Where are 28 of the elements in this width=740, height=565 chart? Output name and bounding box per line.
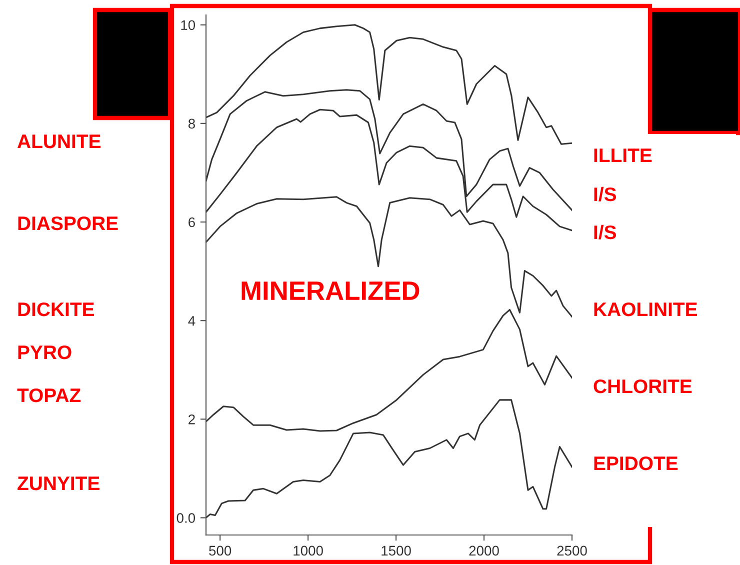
text: DICKITE bbox=[18, 302, 94, 316]
text: PYRO bbox=[18, 345, 72, 360]
text: ALUNITE bbox=[17, 134, 100, 148]
series-label: KAOLINITE bbox=[594, 302, 698, 316]
line-series bbox=[206, 399, 572, 519]
x-tick-label: 1500 bbox=[382, 546, 411, 556]
y-tick-label: 8 bbox=[188, 118, 195, 129]
text: TOPAZ bbox=[17, 388, 81, 402]
series-label: EPIDOTE bbox=[594, 456, 678, 470]
series-label: I/S bbox=[594, 186, 616, 202]
annotation: MINERALIZED bbox=[242, 282, 420, 300]
y-tick-label: 2 bbox=[188, 414, 195, 424]
line-series bbox=[206, 24, 572, 145]
x-tick-label: 2000 bbox=[469, 546, 499, 556]
x-tick-label: 2500 bbox=[557, 546, 587, 556]
y-tick-label: 6 bbox=[188, 217, 195, 228]
series-label: I/S bbox=[594, 224, 616, 240]
y-tick-label: 10 bbox=[181, 20, 196, 30]
text: DIASPORE bbox=[18, 216, 118, 230]
line-series bbox=[206, 196, 572, 318]
series-label: CHLORITE bbox=[594, 379, 692, 394]
y-tick-label: 4 bbox=[188, 316, 196, 326]
x-tick-label: 1000 bbox=[294, 546, 323, 556]
y-tick-label: 0.0 bbox=[176, 513, 196, 523]
x-tick-label: 500 bbox=[209, 546, 232, 556]
series-label: ILLITE bbox=[594, 148, 652, 162]
text: ZUNYITE bbox=[18, 476, 100, 490]
line-series bbox=[206, 308, 572, 432]
